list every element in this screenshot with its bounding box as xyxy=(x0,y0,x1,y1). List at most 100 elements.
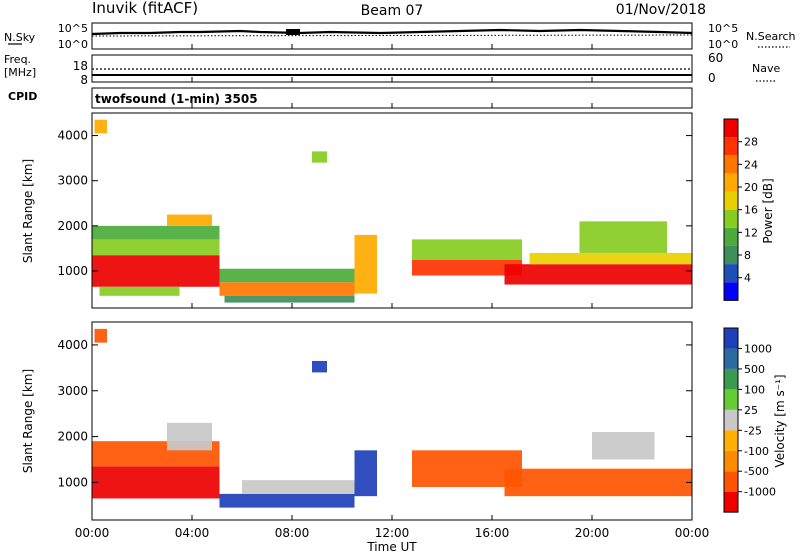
xtick-label-4: 16:00 xyxy=(475,526,510,540)
power-colorbar-swatch-0 xyxy=(724,282,738,301)
xtick-label-6: 00:00 xyxy=(675,526,710,540)
power-region-12 xyxy=(529,252,692,265)
velocity-colorbar-tick-label-5: 100 xyxy=(744,383,765,396)
power-ylabel: Slant Range [km] xyxy=(21,159,35,263)
power-region-14 xyxy=(312,151,327,163)
velocity-ytick-label-1: 2000 xyxy=(57,430,88,444)
power-ytick-label-3: 4000 xyxy=(57,129,88,143)
power-colorbar-swatch-5 xyxy=(724,191,738,210)
velocity-colorbar-swatch-1 xyxy=(724,471,738,492)
velocity-region-9 xyxy=(312,360,327,373)
power-colorbar-swatch-8 xyxy=(724,137,738,156)
power-colorbar-tick-label-4: 20 xyxy=(744,181,758,194)
power-region-13 xyxy=(579,221,667,253)
velocity-region-6 xyxy=(412,450,522,487)
velocity-ylabel: Slant Range [km] xyxy=(21,369,35,473)
noise-sky-line xyxy=(91,28,693,36)
velocity-colorbar-swatch-3 xyxy=(724,430,738,451)
power-colorbar: 4 8 12 16 20 24 28 xyxy=(723,118,758,301)
power-region-2 xyxy=(92,225,220,240)
power-ytick-label-1: 2000 xyxy=(57,219,88,233)
velocity-colorbar-swatch-2 xyxy=(724,450,738,472)
time-axis-label: Time UT xyxy=(366,540,417,554)
velocity-colorbar-tick-label-3: -25 xyxy=(744,424,762,437)
velocity-y-axis: 1000 2000 3000 4000 xyxy=(57,338,692,489)
power-region-8 xyxy=(354,234,377,294)
velocity-colorbar-tick-label-1: -500 xyxy=(744,465,769,478)
velocity-region-3 xyxy=(219,493,355,508)
velocity-ytick-label-0: 1000 xyxy=(57,475,88,489)
velocity-region-4 xyxy=(242,480,355,494)
nsearch-label: N.Search xyxy=(746,30,796,43)
power-colorbar-tick-label-1: 8 xyxy=(744,249,751,262)
power-region-10 xyxy=(412,239,522,260)
cpid-panel: CPID twofsound (1-min) 3505 xyxy=(8,87,693,109)
noise-left-tick-bottom: 10^0 xyxy=(58,38,88,51)
freq-label-1: Freq. xyxy=(4,53,31,66)
power-colorbar-swatch-3 xyxy=(724,227,738,246)
time-axis: 00:00 04:00 08:00 12:00 16:00 20:00 00:00 xyxy=(75,44,710,540)
power-ytick-label-0: 1000 xyxy=(57,264,88,278)
power-colorbar-tick-label-3: 16 xyxy=(744,204,758,217)
velocity-region-7 xyxy=(504,468,692,497)
velocity-ytick-label-2: 3000 xyxy=(57,384,88,398)
velocity-colorbar-frame xyxy=(723,327,739,513)
velocity-region-8 xyxy=(592,432,655,460)
power-colorbar-label: Power [dB] xyxy=(761,178,775,243)
power-colorbar-swatch-6 xyxy=(724,173,738,192)
freq-label-2: [MHz] xyxy=(4,66,36,79)
power-colorbar-swatch-7 xyxy=(724,155,738,174)
power-region-1 xyxy=(92,239,220,256)
power-colorbar-tick-label-5: 24 xyxy=(744,158,758,171)
velocity-region-10 xyxy=(94,328,107,343)
velocity-colorbar-swatch-0 xyxy=(724,491,738,513)
power-colorbar-swatch-4 xyxy=(724,209,738,228)
velocity-region-5 xyxy=(354,450,377,497)
nave-tick-bottom: 0 xyxy=(708,71,716,85)
velocity-colorbar-tick-label-2: -100 xyxy=(744,445,769,458)
power-colorbar-tick-label-2: 12 xyxy=(744,226,758,239)
xtick-label-2: 08:00 xyxy=(275,526,310,540)
power-region-0 xyxy=(92,255,220,287)
power-colorbar-tick-label-0: 4 xyxy=(744,272,751,285)
noise-right-tick-bottom: 10^0 xyxy=(708,38,738,51)
station-title: Inuvik (fitACF) xyxy=(92,0,198,17)
xtick-label-5: 20:00 xyxy=(575,526,610,540)
nave-tick-top: 60 xyxy=(708,51,723,65)
noise-search-line xyxy=(91,34,693,37)
nsky-label: N.Sky xyxy=(4,31,36,44)
power-colorbar-swatch-2 xyxy=(724,245,738,265)
power-region-6 xyxy=(219,268,355,283)
velocity-colorbar-label: Velocity [m s⁻¹] xyxy=(773,374,787,467)
freq-tick-top: 18 xyxy=(73,59,88,73)
nave-label: Nave xyxy=(752,62,780,75)
velocity-colorbar-tick-label-7: 1000 xyxy=(744,342,772,355)
power-y-axis: 1000 2000 3000 4000 xyxy=(57,129,692,278)
noise-right-tick-top: 10^5 xyxy=(708,22,738,35)
power-colorbar-tick-label-6: 28 xyxy=(744,136,758,149)
velocity-colorbar-swatch-6 xyxy=(724,368,738,390)
power-region-3 xyxy=(99,286,180,296)
velocity-colorbar-swatch-8 xyxy=(724,328,738,349)
power-data-layer xyxy=(92,119,692,303)
velocity-colorbar-tick-label-6: 500 xyxy=(744,363,765,376)
velocity-colorbar: -1000 -500 -100 -25 25 100 500 1000 xyxy=(723,327,776,513)
velocity-colorbar-swatch-4 xyxy=(724,409,738,431)
power-region-15 xyxy=(94,119,107,134)
beam-title: Beam 07 xyxy=(361,3,424,19)
power-colorbar-swatch-9 xyxy=(724,119,738,138)
power-region-4 xyxy=(167,214,212,226)
velocity-colorbar-tick-label-4: 25 xyxy=(744,404,758,417)
power-region-5 xyxy=(219,282,355,296)
power-panel: 1000 2000 3000 4000 Slant Range [km] 4 8 12 16… xyxy=(21,112,775,309)
freq-tick-bottom: 8 xyxy=(80,73,88,87)
noise-left-tick-top: 10^5 xyxy=(58,22,88,35)
xtick-label-0: 00:00 xyxy=(75,526,110,540)
freq-panel: Freq. [MHz] 18 8 60 0 Nave xyxy=(4,51,780,87)
power-region-9 xyxy=(412,259,522,276)
velocity-data-layer xyxy=(92,328,692,508)
date-title: 01/Nov/2018 xyxy=(616,2,706,18)
velocity-ytick-label-3: 4000 xyxy=(57,338,88,352)
